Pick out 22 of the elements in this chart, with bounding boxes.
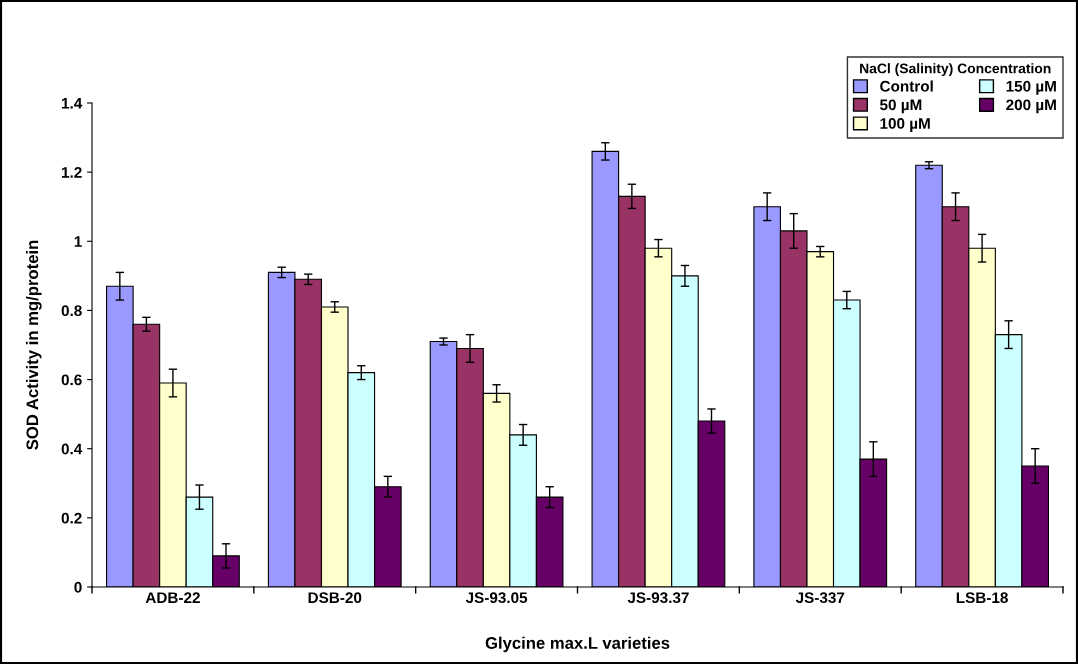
legend-label: Control [880,80,933,92]
y-tick-label: 0.2 [61,512,82,524]
y-tick-label: 0.4 [61,443,83,455]
x-tick-label: JS-93.05 [465,592,528,604]
y-tick-label: 0 [74,581,82,593]
legend-label: 50 µM [879,99,922,114]
legend-label: 150 µM [1006,80,1056,95]
y-axis-title: SOD Activity in mg/protein [25,240,42,450]
y-tick-label: 1 [74,236,82,247]
y-tick-label: 0.8 [61,305,82,317]
x-axis-title: Glycine max.L varieties [485,636,670,653]
y-tick-label: 0.6 [61,374,82,386]
legend-title: NaCl (Salinity) Concentration [860,63,1051,77]
x-tick-label: JS-93.37 [627,592,689,604]
x-tick-label: LSB-18 [956,592,1008,604]
y-tick-label: 1.2 [62,167,82,178]
legend-label: 200 µM [1006,99,1056,114]
legend-label: 100 µM [880,118,930,132]
y-tick-label: 1.4 [62,98,83,109]
x-tick-label: DSB-20 [308,592,362,604]
x-tick-label: JS-337 [795,592,845,604]
x-tick-label: ADB-22 [145,592,200,603]
